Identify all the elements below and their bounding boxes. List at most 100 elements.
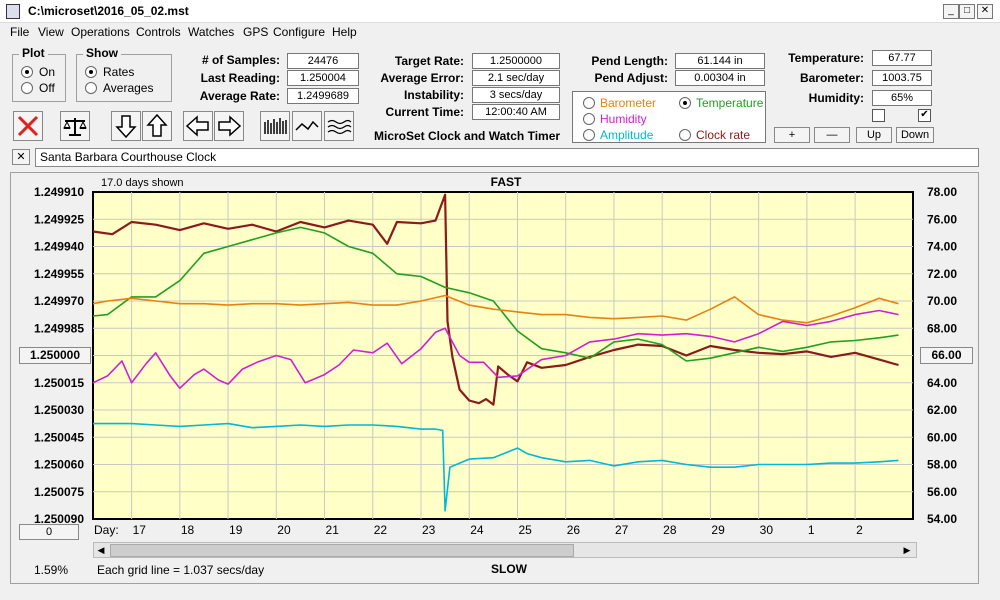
- current-time-value: 12:00:40 AM: [472, 104, 560, 120]
- window-title: C:\microset\2016_05_02.mst: [28, 4, 189, 18]
- show-rates-radio[interactable]: [85, 66, 97, 78]
- plot-on-radio[interactable]: [21, 66, 33, 78]
- show-averages-label: Averages: [103, 81, 154, 95]
- horizontal-scrollbar[interactable]: ◀ ▶: [93, 542, 917, 558]
- pend-adjust-value: 0.00304 in: [675, 70, 765, 86]
- left-arrow-button[interactable]: [183, 111, 213, 141]
- menu-help[interactable]: Help: [332, 25, 357, 39]
- temperature-env-value: 67.77: [872, 50, 932, 66]
- show-group: Show Rates Averages: [76, 46, 172, 102]
- temperature-env-label: Temperature:: [788, 51, 864, 65]
- center-rate-button[interactable]: 1.250000: [19, 347, 91, 364]
- right-arrow-button[interactable]: [214, 111, 244, 141]
- instability-value: 3 secs/day: [472, 87, 560, 103]
- squiggle-icon: [327, 119, 352, 135]
- plot-on-label: On: [39, 65, 56, 79]
- pend-length-value: 61.144 in: [675, 53, 765, 69]
- menu-watches[interactable]: Watches: [188, 25, 235, 39]
- barometer-env-label: Barometer:: [799, 71, 864, 85]
- arrow-down-icon: [115, 115, 137, 139]
- last-reading-label: Last Reading:: [200, 71, 280, 85]
- scale-plus-button[interactable]: +: [774, 127, 810, 143]
- average-rate-value: 1.2499689: [287, 88, 359, 104]
- scale-icon: [63, 118, 87, 136]
- target-rate-value: 1.2500000: [472, 53, 560, 69]
- app-icon: [6, 4, 20, 19]
- show-averages-radio[interactable]: [85, 82, 97, 94]
- minimize-button[interactable]: _: [943, 4, 959, 19]
- show-rates-label: Rates: [103, 65, 135, 79]
- arrow-up-icon: [146, 113, 168, 137]
- app-title: MicroSet Clock and Watch Timer: [374, 129, 561, 143]
- average-error-label: Average Error:: [380, 71, 464, 85]
- plot-group-title: Plot: [19, 46, 48, 60]
- samples-value: 24476: [287, 53, 359, 69]
- menu-gps[interactable]: GPS: [243, 25, 269, 39]
- menu-view[interactable]: View: [38, 25, 64, 39]
- scale-up-button[interactable]: Up: [856, 127, 892, 143]
- pend-adjust-label: Pend Adjust:: [594, 71, 668, 85]
- temperature-label: Temperature: [696, 96, 764, 110]
- arrow-right-icon: [218, 115, 242, 137]
- scale-minus-button[interactable]: —: [814, 127, 850, 143]
- target-rate-label: Target Rate:: [394, 54, 464, 68]
- smooth-view-button[interactable]: [324, 111, 354, 141]
- current-time-label: Current Time:: [385, 105, 464, 119]
- humidity-radio[interactable]: [583, 113, 595, 125]
- checkbox-2[interactable]: ✔: [918, 109, 931, 122]
- down-arrow-button[interactable]: [111, 111, 141, 141]
- clock-name-text: Santa Barbara Courthouse Clock: [40, 150, 217, 164]
- menu-operations[interactable]: Operations: [71, 25, 130, 39]
- sensor-selector: Barometer Temperature Humidity Amplitude…: [572, 91, 766, 143]
- plot-group: Plot On Off: [12, 46, 66, 102]
- zero-button[interactable]: 0: [19, 524, 79, 540]
- amplitude-label: Amplitude: [600, 128, 654, 142]
- average-rate-label: Average Rate:: [199, 89, 280, 103]
- bars-icon: [264, 118, 287, 134]
- stop-button[interactable]: [13, 111, 43, 141]
- title-bar: C:\microset\2016_05_02.mst _ □ ✕: [0, 0, 1000, 23]
- chart-frame: [10, 172, 979, 584]
- humidity-label: Humidity: [600, 112, 647, 126]
- line-view-button[interactable]: [292, 111, 322, 141]
- humidity-env-value: 65%: [872, 90, 932, 106]
- x-icon: [17, 115, 39, 137]
- menu-controls[interactable]: Controls: [136, 25, 181, 39]
- bar-view-button[interactable]: [260, 111, 290, 141]
- menu-bar: File View Operations Controls Watches GP…: [0, 22, 1000, 42]
- percent-readout: 1.59%: [34, 563, 69, 577]
- show-group-title: Show: [83, 46, 121, 60]
- clock-rate-label: Clock rate: [696, 128, 751, 142]
- plot-off-radio[interactable]: [21, 82, 33, 94]
- clear-name-button[interactable]: ✕: [12, 149, 30, 165]
- maximize-button[interactable]: □: [959, 4, 975, 19]
- wave-icon: [295, 120, 319, 131]
- instability-label: Instability:: [403, 88, 464, 102]
- barometer-env-value: 1003.75: [872, 70, 932, 86]
- center-sensor-button[interactable]: 66.00: [920, 347, 973, 364]
- last-reading-value: 1.250004: [287, 70, 359, 86]
- menu-file[interactable]: File: [10, 25, 30, 39]
- amplitude-radio[interactable]: [583, 129, 595, 141]
- clock-rate-radio[interactable]: [679, 129, 691, 141]
- humidity-env-label: Humidity:: [808, 91, 864, 105]
- plot-off-label: Off: [39, 81, 55, 95]
- barometer-label: Barometer: [600, 96, 657, 110]
- up-arrow-button[interactable]: [142, 111, 172, 141]
- checkbox-1[interactable]: [872, 109, 885, 122]
- scale-down-button[interactable]: Down: [896, 127, 934, 143]
- temperature-radio[interactable]: [679, 97, 691, 109]
- scroll-right-arrow-icon[interactable]: ▶: [903, 545, 911, 555]
- pend-length-label: Pend Length:: [591, 54, 668, 68]
- samples-label: # of Samples:: [201, 53, 280, 67]
- clock-name-field[interactable]: Santa Barbara Courthouse Clock: [35, 148, 979, 167]
- arrow-left-icon: [185, 115, 209, 137]
- barometer-radio[interactable]: [583, 97, 595, 109]
- grid-note: Each grid line = 1.037 secs/day: [97, 563, 265, 577]
- scroll-thumb[interactable]: [110, 544, 574, 557]
- scroll-left-arrow-icon[interactable]: ◀: [97, 545, 105, 555]
- average-error-value: 2.1 sec/day: [472, 70, 560, 86]
- close-window-button[interactable]: ✕: [977, 4, 993, 19]
- menu-configure[interactable]: Configure: [273, 25, 326, 39]
- balance-button[interactable]: [60, 111, 90, 141]
